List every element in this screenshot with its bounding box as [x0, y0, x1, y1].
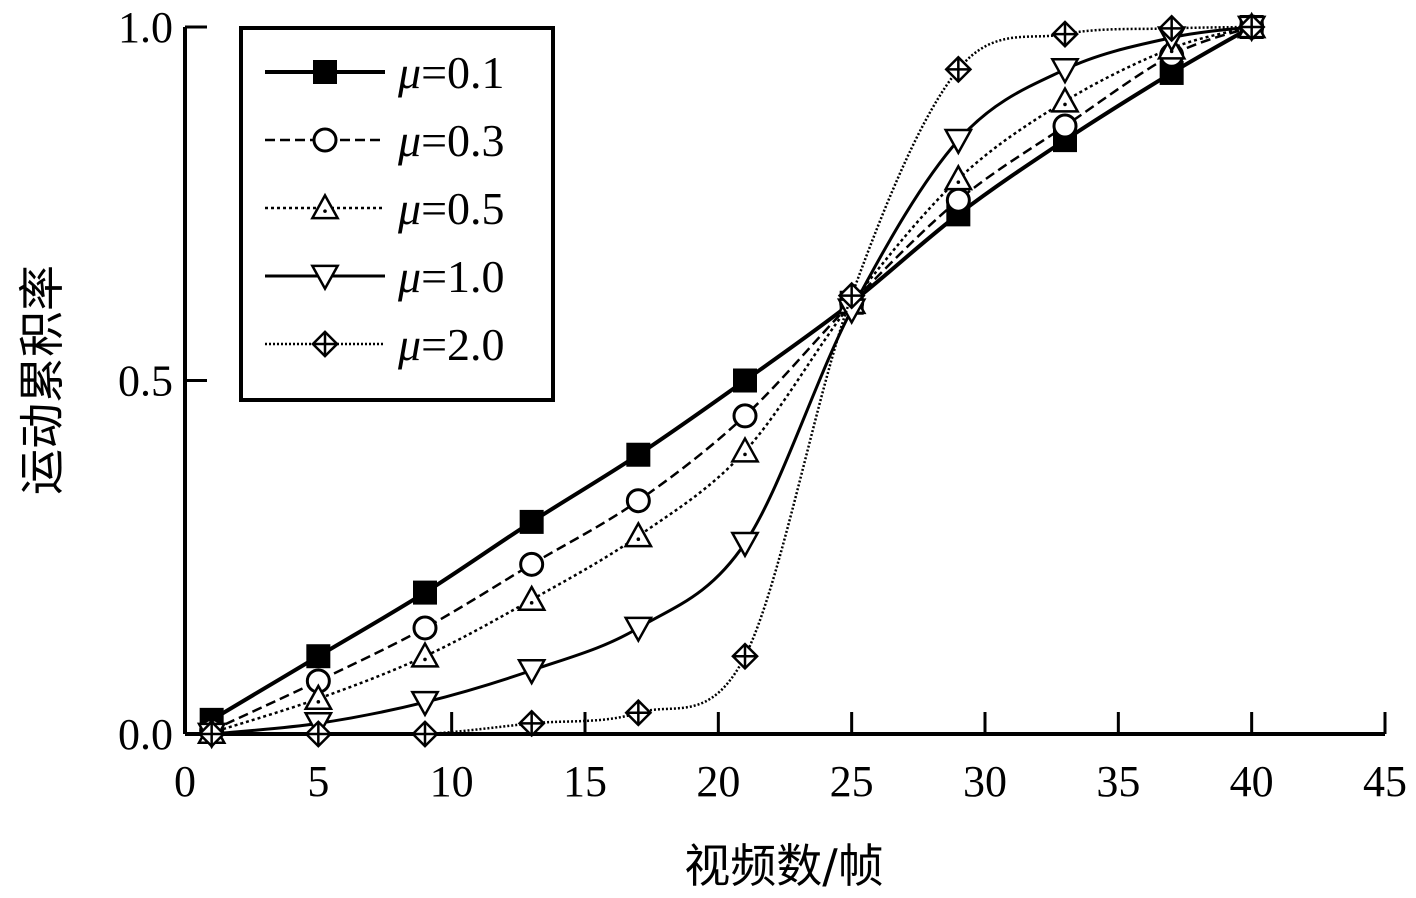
data-point — [516, 584, 547, 612]
data-point — [944, 55, 973, 84]
legend-marker — [311, 330, 339, 358]
legend-marker — [313, 60, 337, 84]
y-tick-label: 1.0 — [118, 3, 173, 52]
data-point — [1237, 13, 1266, 41]
legend-marker — [312, 127, 338, 153]
data-point — [411, 720, 439, 748]
data-point — [943, 128, 974, 156]
legend-marker — [310, 264, 340, 292]
data-point — [516, 659, 547, 686]
legend-symbol: μ — [397, 47, 421, 98]
legend-symbol: μ — [397, 319, 421, 370]
data-point — [1050, 86, 1080, 113]
data-point — [623, 616, 654, 644]
data-point — [837, 281, 866, 310]
data-point — [519, 509, 544, 534]
data-point — [730, 531, 760, 559]
series-group — [196, 11, 1267, 750]
data-point — [1051, 20, 1079, 48]
data-point — [519, 551, 545, 577]
legend-label: μ=0.3 — [397, 115, 505, 166]
data-point — [1157, 14, 1186, 43]
data-point — [197, 720, 226, 748]
x-tick-label: 0 — [174, 757, 196, 806]
legend-item: μ=1.0 — [265, 251, 505, 302]
legend-item: μ=0.5 — [265, 183, 505, 234]
data-point — [517, 709, 546, 738]
data-point — [413, 580, 437, 605]
legend-label: μ=0.5 — [397, 183, 505, 234]
y-tick-label: 0.5 — [118, 357, 173, 406]
data-point — [306, 644, 331, 669]
data-point — [732, 403, 758, 429]
axes: 0 5 10 15 20 25 30 35 40 45 0.0 0.5 1.0 — [118, 3, 1407, 806]
x-tick-label: 20 — [696, 757, 740, 806]
legend-item: μ=0.1 — [265, 47, 505, 98]
y-axis-title: 运动累积率 — [15, 265, 69, 495]
series-5 — [197, 13, 1266, 748]
legend-value: =2.0 — [421, 319, 504, 370]
legend-label: μ=0.1 — [397, 47, 505, 98]
legend-box — [239, 26, 555, 402]
legend-value: =0.5 — [421, 183, 504, 234]
legend-item: μ=2.0 — [265, 319, 505, 370]
x-tick-label: 30 — [963, 757, 1007, 806]
x-tick-label: 5 — [307, 757, 329, 806]
x-tick-label: 45 — [1363, 757, 1407, 806]
data-point — [730, 435, 760, 463]
legend-symbol: μ — [397, 115, 421, 166]
data-point — [303, 683, 334, 711]
legend: μ=0.1μ=0.3μ=0.5μ=1.0μ=2.0 — [239, 26, 555, 402]
legend-symbol: μ — [397, 183, 421, 234]
legend-value: =0.1 — [421, 47, 504, 98]
x-tick-label: 25 — [830, 757, 874, 806]
legend-marker — [310, 192, 340, 220]
data-point — [410, 690, 440, 718]
data-point — [623, 520, 654, 548]
legend-symbol: μ — [397, 251, 421, 302]
legend-label: μ=1.0 — [397, 251, 505, 302]
x-tick-label: 15 — [563, 757, 607, 806]
data-point — [945, 187, 971, 213]
x-axis-title: 视频数/帧 — [684, 839, 884, 893]
data-point — [731, 642, 759, 671]
x-tick-label: 10 — [430, 757, 474, 806]
data-point — [1052, 113, 1078, 139]
data-point — [304, 720, 333, 748]
data-point — [733, 368, 757, 393]
legend-value: =1.0 — [421, 251, 504, 302]
legend-item: μ=0.3 — [265, 115, 505, 166]
legend-label: μ=2.0 — [397, 319, 505, 370]
x-tick-label: 40 — [1230, 757, 1274, 806]
data-point — [626, 442, 651, 467]
data-point — [943, 163, 974, 191]
data-point — [1050, 58, 1080, 85]
data-point — [625, 488, 651, 514]
y-tick-label: 0.0 — [118, 710, 173, 759]
x-tick-label: 35 — [1096, 757, 1140, 806]
data-point — [412, 615, 438, 641]
legend-value: =0.3 — [421, 115, 504, 166]
data-point — [410, 641, 440, 668]
data-point — [624, 698, 653, 727]
